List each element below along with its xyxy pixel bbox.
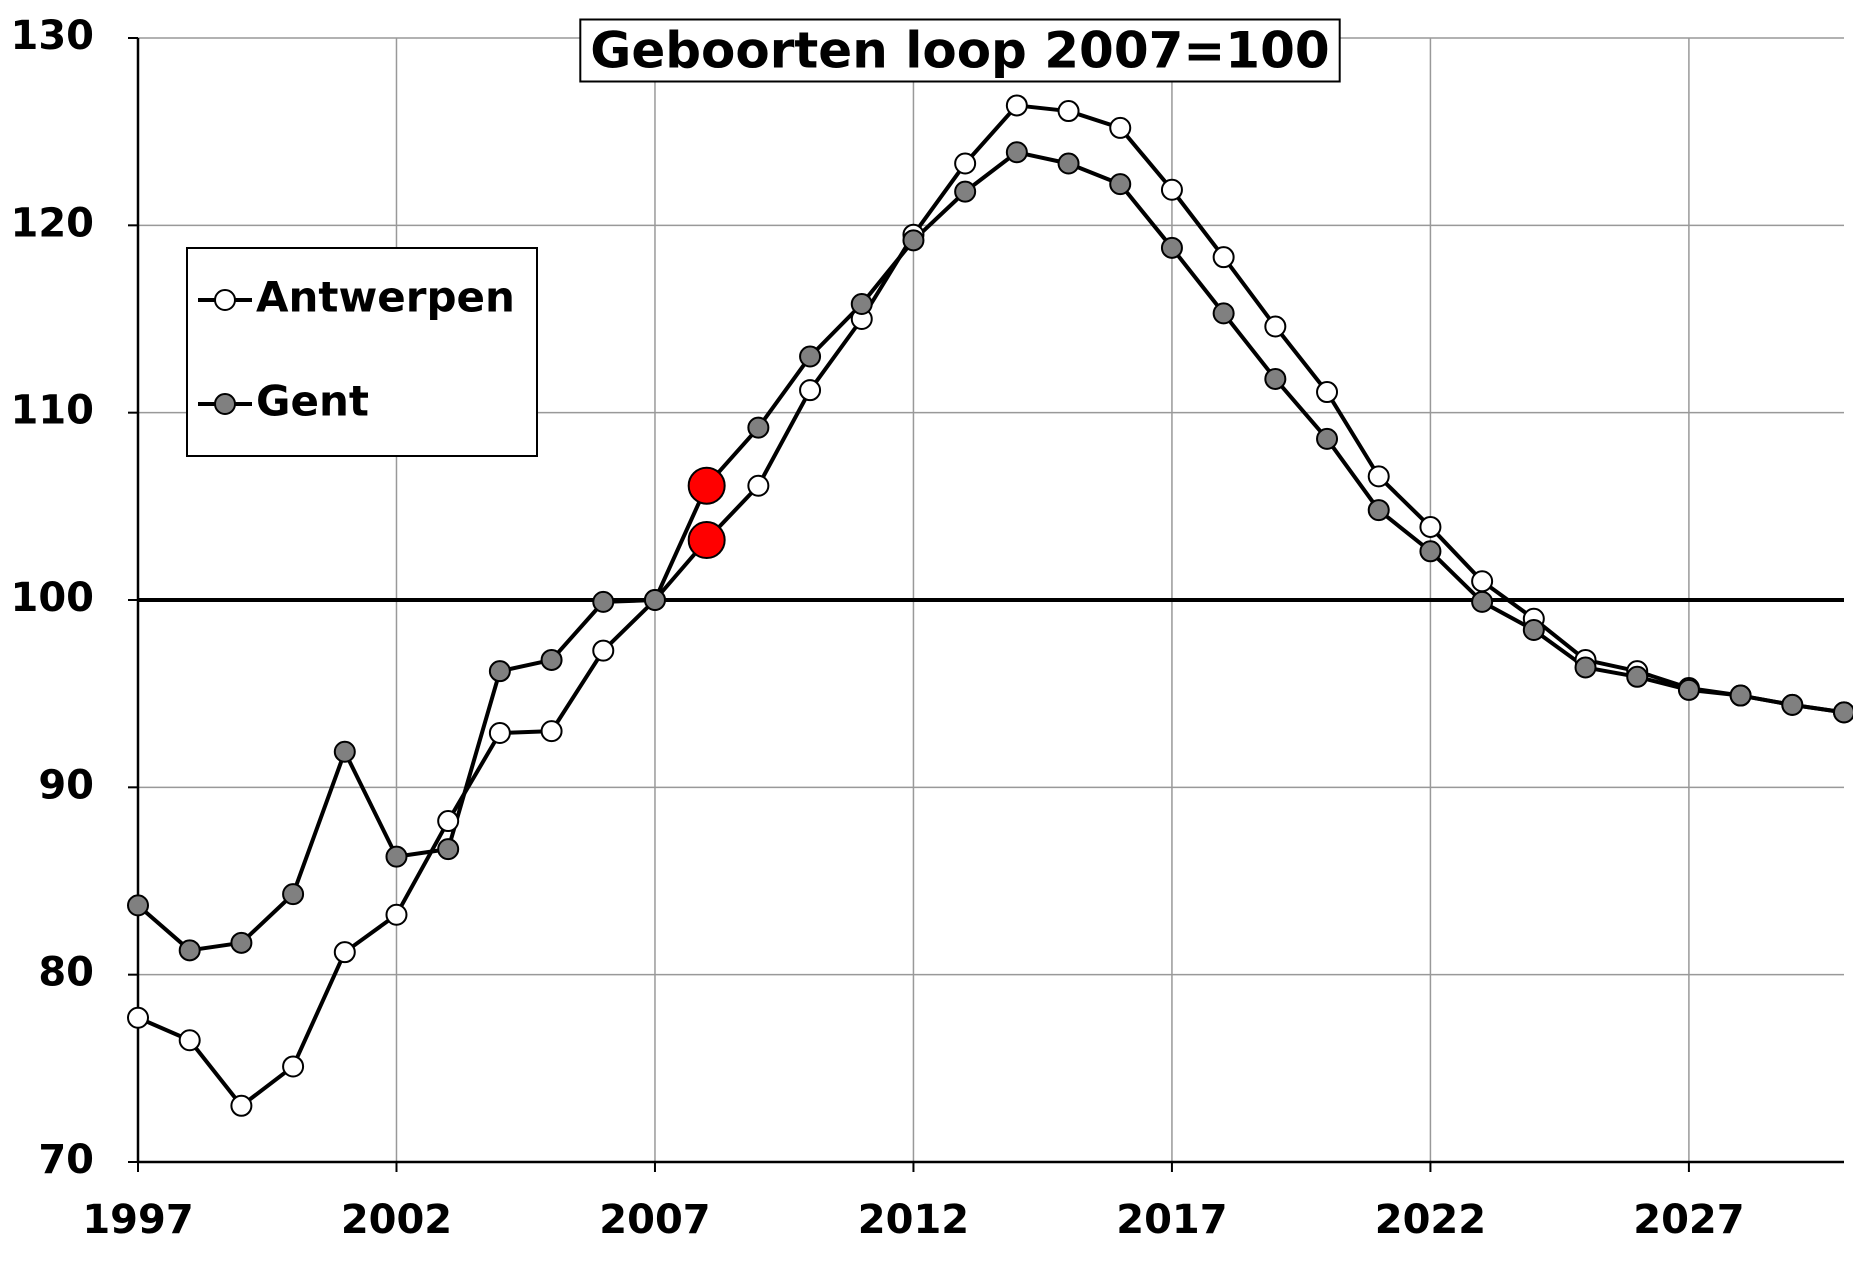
marker — [1677, 678, 1700, 701]
marker — [488, 660, 511, 683]
marker — [902, 229, 925, 252]
marker — [850, 293, 873, 316]
marker — [1419, 540, 1442, 563]
x-tick-label: 2002 — [341, 1197, 452, 1243]
marker — [333, 941, 356, 964]
marker — [437, 838, 460, 861]
legend-marker — [214, 289, 236, 311]
marker — [1367, 499, 1390, 522]
marker — [1833, 701, 1853, 724]
marker — [1264, 367, 1287, 390]
marker — [1212, 246, 1235, 269]
x-tick-label: 2022 — [1375, 1197, 1486, 1243]
marker — [282, 1055, 305, 1078]
marker — [1005, 94, 1028, 117]
marker — [230, 931, 253, 954]
marker — [1471, 590, 1494, 613]
marker — [1057, 100, 1080, 123]
title-box — [579, 18, 1341, 83]
marker — [747, 474, 770, 497]
marker — [643, 589, 666, 611]
y-tick-label: 130 — [11, 13, 95, 59]
marker — [1212, 302, 1235, 325]
marker — [1109, 173, 1132, 196]
marker — [230, 1094, 253, 1117]
marker — [1109, 116, 1132, 139]
series-line — [136, 150, 1845, 953]
marker — [1781, 693, 1804, 716]
x-tick-label: 2012 — [858, 1197, 969, 1243]
y-tick-label: 70 — [38, 1137, 94, 1183]
marker — [1626, 665, 1649, 688]
marker — [1316, 427, 1339, 450]
marker — [1160, 236, 1183, 259]
marker — [127, 1006, 149, 1029]
legend-label: Antwerpen — [256, 273, 515, 322]
highlight-marker — [687, 521, 726, 560]
marker — [127, 894, 149, 917]
marker — [1574, 656, 1597, 679]
y-tick-label: 110 — [11, 388, 95, 434]
marker — [333, 740, 356, 763]
legend-marker — [214, 393, 236, 415]
y-tick-label: 90 — [38, 762, 94, 808]
marker — [540, 720, 563, 743]
marker — [747, 416, 770, 439]
marker — [1729, 684, 1752, 707]
marker — [437, 810, 460, 833]
marker — [1522, 618, 1545, 641]
marker — [592, 639, 615, 662]
y-tick-label: 80 — [38, 950, 94, 996]
marker — [282, 883, 305, 906]
marker — [1316, 381, 1339, 404]
x-tick-label: 2027 — [1633, 1197, 1744, 1243]
chart-title: Geboorten loop 2007=100 — [590, 22, 1329, 80]
marker — [1005, 141, 1028, 164]
marker — [540, 648, 563, 671]
marker — [178, 939, 201, 962]
marker — [385, 903, 408, 926]
marker — [1367, 465, 1390, 488]
marker — [1264, 315, 1287, 338]
legend-box — [186, 247, 538, 457]
x-tick-label: 2017 — [1116, 1197, 1227, 1243]
marker — [385, 845, 408, 868]
marker — [1471, 570, 1494, 593]
marker — [1160, 178, 1183, 201]
x-tick-label: 2007 — [599, 1197, 710, 1243]
marker — [954, 180, 977, 203]
marker — [592, 590, 615, 613]
y-tick-label: 100 — [11, 575, 95, 621]
highlight-marker — [687, 466, 726, 505]
x-tick-label: 1997 — [82, 1197, 193, 1243]
marker — [178, 1029, 201, 1052]
marker — [799, 379, 822, 402]
marker — [799, 345, 822, 368]
series-line — [137, 103, 1845, 1108]
marker — [954, 152, 977, 175]
legend-label: Gent — [256, 377, 369, 426]
marker — [1057, 152, 1080, 175]
marker — [488, 722, 511, 745]
y-tick-label: 120 — [11, 200, 95, 246]
marker — [1419, 515, 1442, 538]
